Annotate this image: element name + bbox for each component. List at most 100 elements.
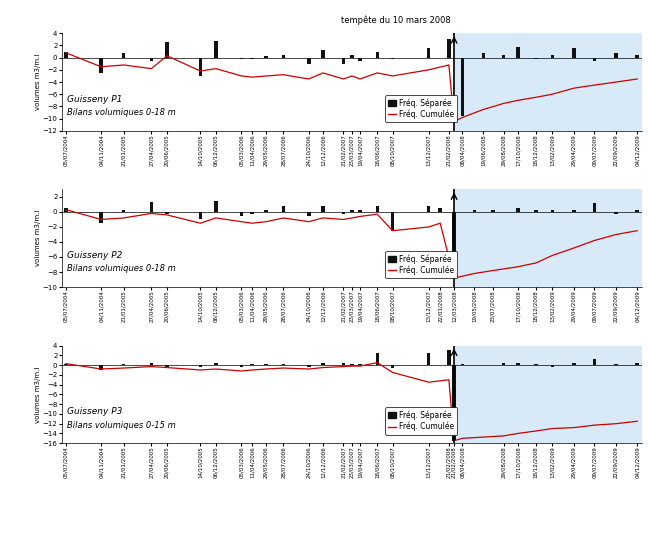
Bar (199, 212, 202, 219)
Bar (321, 206, 325, 212)
Bar (53, 189, 454, 287)
Bar (307, 58, 310, 64)
Bar (572, 49, 575, 58)
Bar (351, 209, 354, 212)
Bar (99, 58, 103, 73)
Bar (240, 365, 243, 367)
Y-axis label: volumes m3/m.l: volumes m3/m.l (35, 210, 41, 266)
Bar (447, 39, 450, 58)
Bar (391, 365, 394, 367)
Bar (491, 209, 495, 212)
Bar (636, 55, 639, 58)
Bar (375, 52, 379, 58)
Bar (427, 353, 430, 365)
Bar (472, 209, 476, 212)
Text: tempête du 10 mars 2008: tempête du 10 mars 2008 (341, 16, 451, 25)
Bar (150, 363, 153, 365)
Bar (264, 56, 268, 58)
Bar (214, 40, 218, 58)
Bar (165, 365, 168, 367)
Bar (502, 55, 505, 58)
Bar (572, 363, 575, 365)
Bar (282, 206, 285, 212)
Bar (351, 363, 354, 365)
Bar (461, 58, 464, 116)
Bar (321, 363, 325, 365)
Bar (427, 49, 430, 58)
Bar (250, 363, 254, 365)
Bar (614, 212, 618, 214)
Bar (502, 363, 505, 365)
Text: Guisseny P3: Guisseny P3 (67, 407, 122, 416)
Bar (454, 33, 648, 131)
Bar (427, 206, 430, 212)
Bar (150, 202, 153, 212)
Bar (375, 206, 379, 212)
Legend: Fréq. Séparée, Fréq. Cumulée: Fréq. Séparée, Fréq. Cumulée (385, 408, 457, 434)
Bar (572, 209, 575, 212)
Bar (64, 208, 67, 212)
Text: Guisseny P2: Guisseny P2 (67, 251, 122, 260)
Bar (307, 365, 310, 367)
Bar (358, 363, 362, 365)
Bar (321, 50, 325, 58)
Bar (307, 212, 310, 216)
Text: Guisseny P1: Guisseny P1 (67, 95, 122, 104)
Bar (53, 33, 454, 131)
Bar (165, 212, 168, 214)
Bar (250, 58, 254, 59)
Bar (534, 363, 538, 365)
Bar (122, 364, 126, 365)
Bar (454, 346, 648, 443)
Bar (240, 212, 243, 216)
Bar (551, 365, 554, 367)
Bar (461, 363, 464, 365)
Bar (447, 351, 450, 365)
Y-axis label: volumes m3/m.l: volumes m3/m.l (35, 366, 41, 423)
Bar (64, 363, 67, 365)
Bar (99, 365, 103, 370)
Bar (454, 189, 648, 287)
Bar (341, 58, 345, 64)
Bar (593, 58, 596, 61)
Bar (391, 58, 394, 59)
Bar (240, 58, 243, 59)
Bar (636, 363, 639, 365)
Bar (551, 55, 554, 58)
Bar (199, 365, 202, 367)
Bar (391, 212, 394, 230)
Bar (452, 365, 456, 441)
Bar (516, 47, 520, 58)
Bar (53, 346, 454, 443)
Bar (551, 209, 554, 212)
Bar (199, 58, 202, 76)
Bar (439, 208, 442, 212)
Bar (516, 208, 520, 212)
Text: Bilans volumiques 0-15 m: Bilans volumiques 0-15 m (67, 420, 176, 429)
Bar (282, 55, 285, 58)
Bar (282, 363, 285, 365)
Bar (341, 212, 345, 214)
Bar (614, 53, 618, 58)
Bar (214, 363, 218, 365)
Bar (250, 212, 254, 214)
Bar (341, 363, 345, 365)
Bar (264, 211, 268, 212)
Bar (122, 209, 126, 212)
Bar (534, 211, 538, 212)
Bar (99, 212, 103, 223)
Bar (516, 363, 520, 365)
Bar (593, 359, 596, 365)
Bar (375, 353, 379, 365)
Bar (358, 209, 362, 212)
Bar (636, 211, 639, 212)
Bar (534, 58, 538, 59)
Bar (452, 212, 456, 278)
Text: Bilans volumiques 0-18 m: Bilans volumiques 0-18 m (67, 108, 176, 117)
Y-axis label: volumes m3/m.l: volumes m3/m.l (35, 54, 41, 110)
Legend: Fréq. Séparée, Fréq. Cumulée: Fréq. Séparée, Fréq. Cumulée (385, 95, 457, 122)
Text: Bilans volumiques 0-18 m: Bilans volumiques 0-18 m (67, 264, 176, 273)
Bar (122, 53, 126, 58)
Bar (64, 52, 67, 58)
Bar (214, 201, 218, 212)
